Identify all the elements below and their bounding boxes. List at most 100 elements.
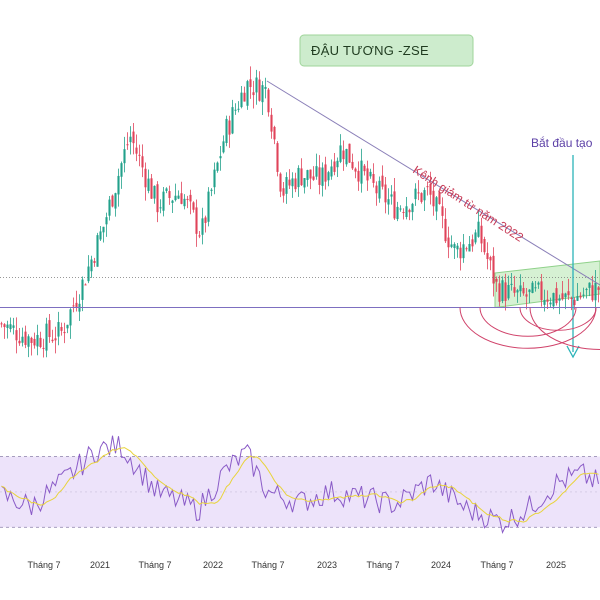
candle-body — [555, 288, 558, 304]
x-tick-label: 2021 — [90, 560, 110, 570]
candle-body — [336, 160, 339, 168]
candle-body — [51, 339, 54, 342]
candle-body — [465, 248, 468, 250]
candle-body — [327, 172, 330, 181]
candle-body — [72, 305, 75, 307]
candle-body — [381, 175, 384, 187]
candle-body — [126, 144, 129, 146]
candle-body — [414, 188, 417, 200]
descending-trendline — [266, 80, 600, 286]
candle-body — [561, 293, 564, 300]
candle-body — [147, 178, 150, 191]
candle-body — [450, 244, 453, 247]
candle-body — [402, 211, 405, 213]
candle-body — [234, 109, 237, 111]
candle-body — [18, 340, 21, 344]
candle-body — [531, 282, 534, 293]
candle-body — [243, 92, 246, 102]
candle-body — [351, 161, 354, 169]
candle-body — [249, 79, 252, 88]
candle-body — [519, 285, 522, 292]
candle-body — [99, 231, 102, 240]
candle-body — [123, 149, 126, 164]
candle-body — [354, 168, 357, 172]
candle-body — [69, 309, 72, 326]
candle-body — [198, 235, 201, 237]
title-box — [299, 34, 474, 67]
candle-body — [57, 322, 60, 337]
candle-body — [195, 207, 198, 234]
candle-body — [36, 334, 39, 347]
candle-body — [180, 193, 183, 204]
candle-body — [33, 338, 36, 346]
candle-body — [408, 209, 411, 213]
candle-body — [285, 177, 288, 194]
candle-body — [279, 173, 282, 192]
candle-body — [516, 290, 519, 293]
candle-body — [459, 247, 462, 259]
candle-body — [159, 207, 162, 209]
candle-body — [585, 288, 588, 291]
candle-body — [594, 282, 597, 301]
candle-body — [261, 85, 264, 103]
candle-body — [384, 184, 387, 203]
candle-body — [300, 168, 303, 186]
candle-body — [366, 168, 369, 181]
candle-body — [156, 184, 159, 213]
candle-body — [597, 287, 600, 290]
candle-body — [297, 167, 300, 188]
candle-body — [372, 174, 375, 183]
candle-body — [369, 171, 372, 177]
x-tick-label: 2025 — [546, 560, 566, 570]
candle-body — [444, 218, 447, 242]
candle-body — [546, 299, 549, 302]
candle-body — [549, 302, 552, 305]
candle-body — [138, 154, 141, 156]
candle-body — [270, 114, 273, 132]
candle-body — [96, 235, 99, 267]
candle-body — [456, 245, 459, 250]
candle-body — [225, 118, 228, 143]
candle-body — [558, 298, 561, 301]
rsi-panel — [1, 435, 599, 535]
candle-body — [21, 336, 24, 343]
x-tick-label: Tháng 7 — [366, 560, 399, 570]
candle-body — [330, 166, 333, 177]
candle-body — [294, 178, 297, 190]
candle-body — [30, 337, 33, 343]
candle-body — [129, 136, 132, 143]
candle-body — [108, 199, 111, 216]
candle-body — [495, 278, 498, 282]
candle-body — [222, 141, 225, 153]
candle-body — [579, 295, 582, 298]
candle-body — [192, 202, 195, 210]
candle-body — [348, 143, 351, 163]
candle-body — [489, 257, 492, 261]
cycle-arcs — [459, 307, 600, 350]
candle-body — [432, 190, 435, 207]
candle-body — [321, 167, 324, 186]
candle-body — [522, 287, 525, 294]
rsi-band — [0, 456, 600, 528]
candle-body — [498, 283, 501, 302]
candle-body — [528, 289, 531, 293]
candle-body — [255, 77, 258, 93]
candle-body — [93, 261, 96, 263]
candle-body — [201, 218, 204, 235]
candle-body — [291, 178, 294, 187]
candle-body — [66, 324, 69, 329]
candle-body — [237, 108, 240, 110]
candle-body — [396, 206, 399, 220]
candle-body — [273, 126, 276, 140]
cycle-arc — [529, 307, 600, 350]
candle-body — [378, 180, 381, 199]
candle-body — [276, 143, 279, 172]
candle-body — [333, 161, 336, 172]
candle-body — [423, 190, 426, 201]
candle-body — [189, 194, 192, 202]
candle-body — [153, 185, 156, 199]
candle-body — [210, 189, 213, 191]
candle-body — [117, 175, 120, 195]
candle-body — [9, 324, 12, 330]
